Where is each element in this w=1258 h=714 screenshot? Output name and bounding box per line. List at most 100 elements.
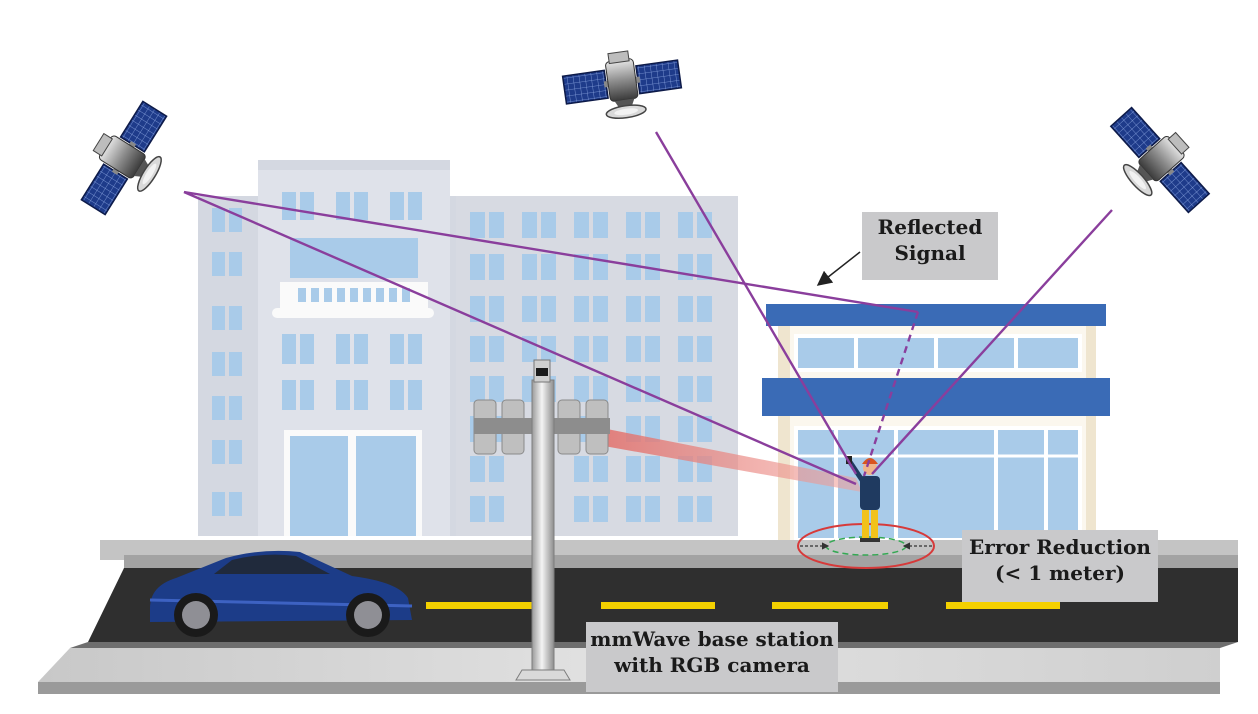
window [541,212,556,238]
person-icon [846,456,880,542]
error-reduction-line2: (< 1 meter) [995,561,1125,585]
window [212,396,225,420]
window [645,496,660,522]
window [678,336,693,362]
building-left [198,160,456,536]
error-reduction-label: Error Reduction (< 1 meter) [962,530,1158,602]
window [229,352,242,376]
window [626,296,641,322]
satellite-icon [67,92,187,228]
window [697,496,712,522]
window [645,456,660,482]
window [390,334,404,364]
lane-markings [426,602,1060,609]
window [212,440,225,464]
window [522,254,537,280]
window [212,252,225,276]
window [593,376,608,402]
window [470,296,485,322]
car-icon [149,550,413,637]
window [229,396,242,420]
window [522,296,537,322]
window [470,336,485,362]
window [212,352,225,376]
window [212,492,225,516]
window [470,496,485,522]
window [574,376,589,402]
window [626,212,641,238]
window [541,254,556,280]
building-middle [456,196,738,536]
reflected-signal-label: Reflected Signal [862,212,998,280]
window [678,416,693,442]
window [408,334,422,364]
window [697,336,712,362]
window [678,212,693,238]
window [574,254,589,280]
window [593,456,608,482]
window [300,192,314,220]
window [336,380,350,410]
window [678,296,693,322]
window [678,254,693,280]
base-station-line1: mmWave base station [590,627,834,651]
window [593,296,608,322]
base-station-icon [473,359,610,681]
window [574,456,589,482]
window [626,376,641,402]
reflected-signal-line2: Signal [894,241,966,265]
base-station-line2: with RGB camera [614,653,810,677]
window [541,296,556,322]
window [645,296,660,322]
window [229,252,242,276]
window [229,306,242,330]
window [678,496,693,522]
signal-lines [183,131,1113,486]
window [354,334,368,364]
camera-icon [536,368,548,376]
window [645,254,660,280]
window [282,192,296,220]
window [574,296,589,322]
window [489,296,504,322]
satellite-icon [1093,96,1222,228]
window [489,376,504,402]
window [470,254,485,280]
window [300,380,314,410]
window [229,492,242,516]
window [593,336,608,362]
window [229,440,242,464]
window [697,416,712,442]
window [470,212,485,238]
window [593,496,608,522]
window [212,306,225,330]
window [626,254,641,280]
base-station-label: mmWave base station with RGB camera [586,622,838,692]
window [522,212,537,238]
window [626,496,641,522]
window [354,380,368,410]
window [470,376,485,402]
window [408,380,422,410]
window [282,334,296,364]
window [593,254,608,280]
window [574,336,589,362]
window [489,496,504,522]
window [626,456,641,482]
window [697,376,712,402]
window [470,456,485,482]
window [645,376,660,402]
window [390,380,404,410]
window [645,336,660,362]
window [697,212,712,238]
window [593,212,608,238]
window [354,192,368,220]
window [489,456,504,482]
window [541,336,556,362]
window [697,296,712,322]
window [408,192,422,220]
building-shop [762,304,1110,542]
window [390,192,404,220]
window [336,334,350,364]
